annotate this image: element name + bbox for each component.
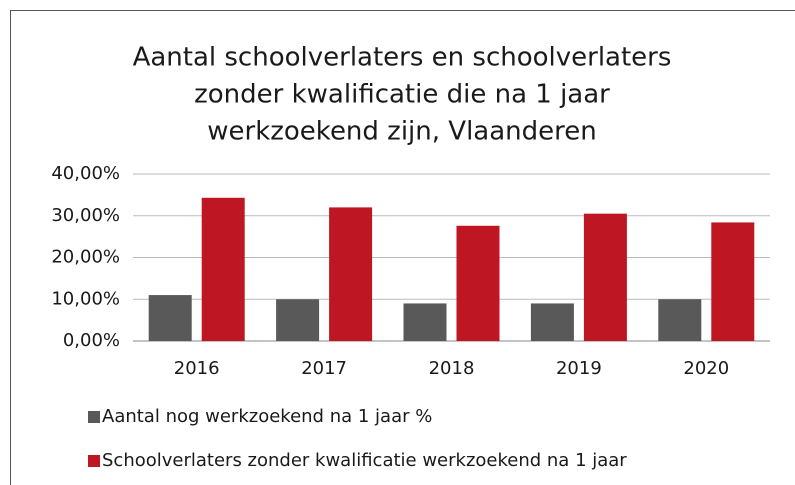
chart-title: werkzoekend zijn, Vlaanderen [207, 117, 596, 147]
y-tick-label: 20,00% [51, 247, 120, 268]
bar [711, 222, 755, 341]
x-tick-label: 2019 [556, 358, 602, 379]
bar [403, 303, 447, 341]
x-tick-label: 2018 [429, 358, 475, 379]
bar [530, 303, 574, 341]
bar [148, 295, 192, 341]
bar [276, 299, 320, 341]
bar [658, 299, 702, 341]
x-tick-label: 2017 [301, 358, 347, 379]
chart-frame [10, 10, 795, 485]
legend-swatch [88, 411, 100, 423]
legend-label: Schoolverlaters zonder kwalificatie werk… [102, 450, 627, 471]
bar [201, 197, 245, 341]
bar [456, 225, 500, 341]
bar [583, 213, 627, 341]
x-tick-label: 2020 [683, 358, 729, 379]
legend-swatch [88, 455, 100, 467]
y-tick-label: 40,00% [51, 163, 120, 184]
chart-title: Aantal schoolverlaters en schoolverlater… [133, 43, 672, 73]
y-tick-label: 10,00% [51, 288, 120, 309]
y-tick-label: 30,00% [51, 205, 120, 226]
legend-label: Aantal nog werkzoekend na 1 jaar % [102, 406, 432, 427]
y-tick-label: 0,00% [63, 330, 120, 351]
bar [329, 207, 373, 341]
chart-title: zonder kwalificatie die na 1 jaar [194, 80, 610, 110]
x-tick-label: 2016 [174, 358, 220, 379]
